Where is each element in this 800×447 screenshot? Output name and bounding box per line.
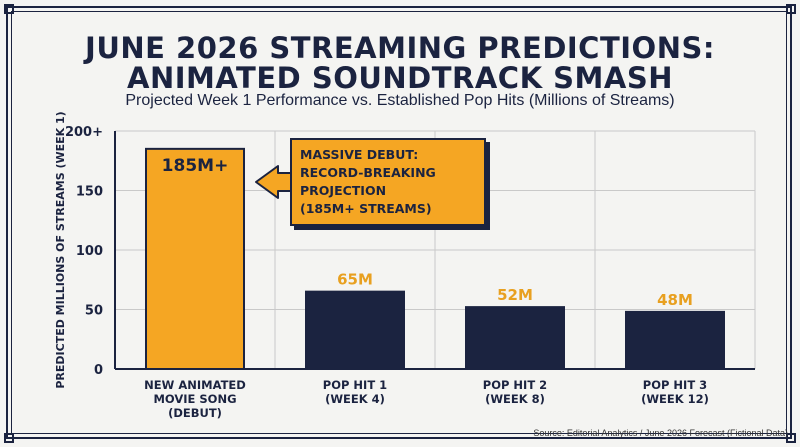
y-tick-label-3: 150: [76, 185, 103, 200]
x-tick-label-2-1: (WEEK 8): [485, 392, 545, 406]
bar-0: [145, 147, 245, 370]
y-tick-label-4: 200+: [65, 125, 103, 140]
outer-frame: [6, 6, 792, 439]
data-label-1: 65M: [337, 271, 373, 289]
chart-subtitle: Projected Week 1 Performance vs. Establi…: [125, 92, 675, 109]
callout-arrow: [255, 165, 293, 199]
x-tick-label-0-0: NEW ANIMATED: [144, 378, 246, 392]
x-tick-label-3-1: (WEEK 12): [641, 392, 709, 406]
y-tick-label-1: 50: [85, 304, 103, 319]
x-tick-label-0-1: MOVIE SONG: [153, 392, 236, 406]
x-tick-label-2-0: POP HIT 2: [483, 378, 547, 392]
chart-title-line-2: ANIMATED SOUNDTRACK SMASH: [127, 61, 673, 95]
callout-line-2: RECORD-BREAKING: [300, 165, 436, 180]
corner-ornament-br: [786, 433, 796, 443]
bar-3: [625, 310, 725, 371]
callout-line-3: PROJECTION: [300, 183, 387, 198]
inner-frame: [11, 11, 787, 434]
corner-ornament-tr: [786, 4, 796, 14]
corner-ornament-bl: [4, 433, 14, 443]
data-label-2: 52M: [497, 286, 533, 304]
x-tick-label-0-2: (DEBUT): [168, 406, 222, 420]
callout-line-1: MASSIVE DEBUT:: [300, 147, 419, 162]
chart-title-line-1: JUNE 2026 STREAMING PREDICTIONS:: [85, 31, 715, 65]
x-tick-label-1-0: POP HIT 1: [323, 378, 387, 392]
x-tick-label-1-1: (WEEK 4): [325, 392, 385, 406]
bar-1: [305, 290, 405, 370]
callout-box: MASSIVE DEBUT: RECORD-BREAKING PROJECTIO…: [290, 138, 486, 226]
source-note: Source: Editorial Analytics / June 2026 …: [533, 428, 788, 438]
data-label-3: 48M: [657, 291, 693, 309]
y-tick-label-0: 0: [94, 363, 103, 378]
y-tick-label-2: 100: [76, 244, 103, 259]
y-axis-label: PREDICTED MILLIONS OF STREAMS (WEEK 1): [54, 111, 67, 388]
x-tick-label-3-0: POP HIT 3: [643, 378, 707, 392]
corner-ornament-tl: [4, 4, 14, 14]
callout-line-4: (185M+ STREAMS): [300, 201, 432, 216]
bar-2: [465, 306, 565, 370]
data-label-0: 185M+: [162, 156, 229, 176]
